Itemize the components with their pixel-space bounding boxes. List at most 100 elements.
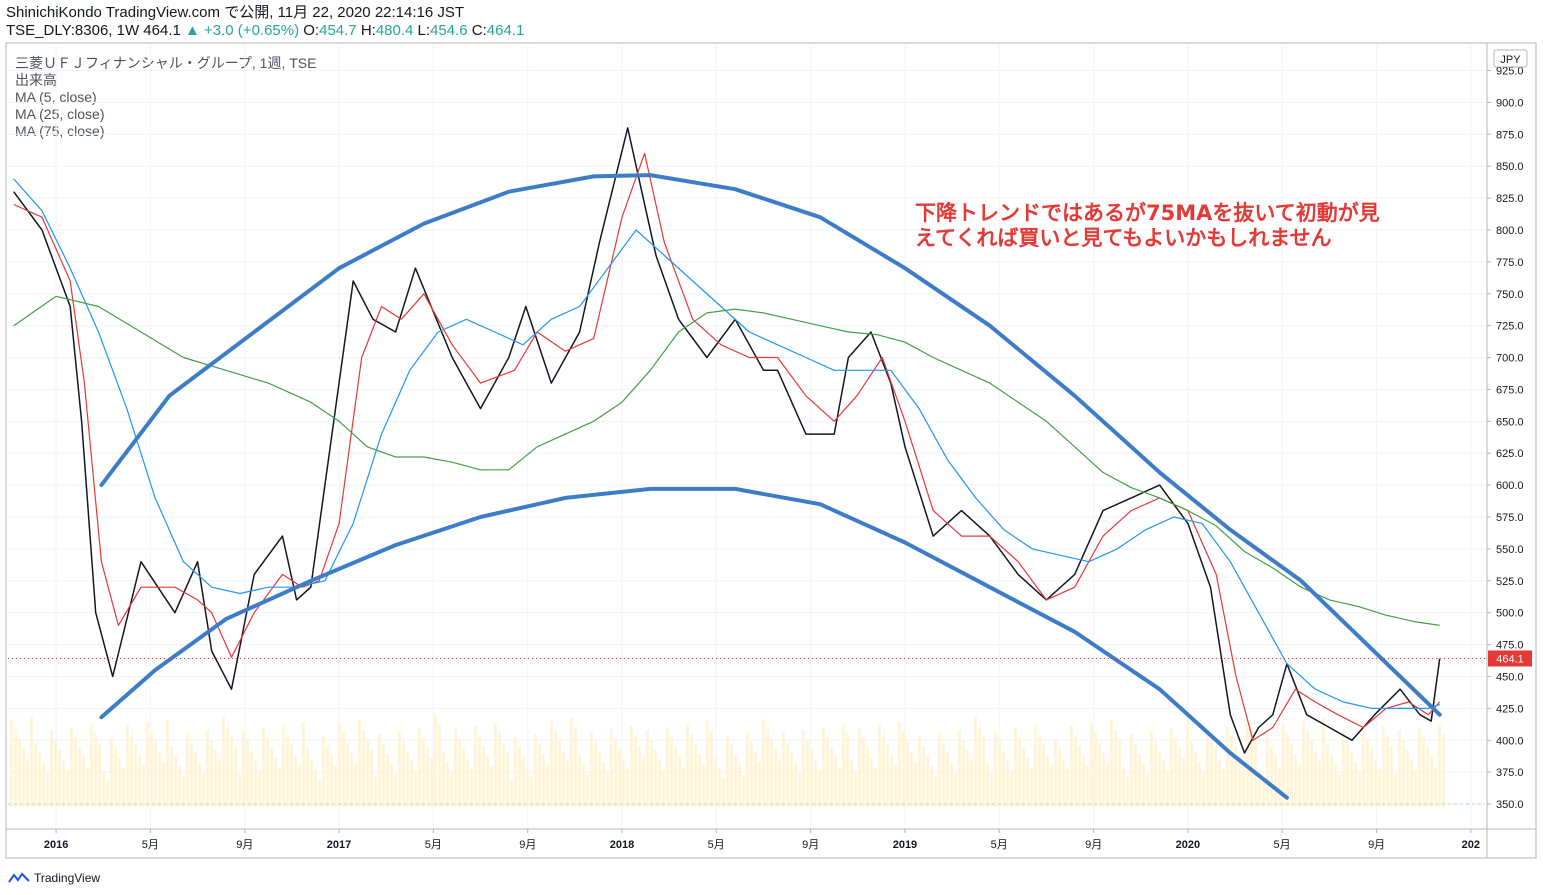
- volume-bar: [950, 763, 953, 807]
- volume-bar: [450, 772, 453, 807]
- volume-bar: [1422, 737, 1425, 807]
- open-value: 454.7: [319, 22, 357, 39]
- volume-bar: [922, 746, 925, 807]
- y-tick-label: 625.0: [1496, 448, 1524, 460]
- volume-bar: [138, 755, 141, 807]
- y-tick-label: 650.0: [1496, 416, 1524, 428]
- volume-bar: [90, 724, 93, 807]
- ohlc-line: TSE_DLY:8306, 1W 464.1 ▲ +3.0 (+0.65%) O…: [6, 22, 524, 39]
- y-tick-label: 875.0: [1496, 129, 1524, 141]
- volume-bar: [186, 733, 189, 807]
- volume-bar: [1178, 748, 1181, 807]
- volume-bar: [1166, 771, 1169, 807]
- annotation-line-2: えてくれば買いと見てもよいかもしれません: [915, 226, 1332, 250]
- volume-bar: [30, 716, 33, 807]
- volume-bar: [686, 724, 689, 807]
- volume-bar: [1226, 726, 1229, 807]
- x-tick-label: 5月: [1274, 839, 1291, 851]
- volume-bar: [166, 719, 169, 807]
- y-tick-label: 925.0: [1496, 66, 1524, 78]
- x-tick-label: 5月: [991, 839, 1008, 851]
- volume-bar: [1206, 729, 1209, 807]
- volume-bar: [810, 750, 813, 807]
- legend-volume[interactable]: 出来高: [15, 72, 57, 88]
- volume-bar: [1186, 715, 1189, 807]
- volume-bar: [38, 753, 41, 807]
- legend-ma75[interactable]: MA (75, close): [15, 123, 105, 139]
- y-tick-label: 700.0: [1496, 353, 1524, 365]
- footer-brand[interactable]: TradingView: [8, 871, 100, 885]
- volume-bar: [70, 727, 73, 807]
- volume-bar: [118, 758, 121, 807]
- volume-bar: [178, 766, 181, 807]
- volume-bar: [986, 764, 989, 807]
- volume-bar: [1290, 744, 1293, 807]
- volume-bar: [486, 756, 489, 807]
- volume-bar: [590, 732, 593, 807]
- volume-bar: [742, 775, 745, 807]
- volume-bar: [382, 744, 385, 807]
- volume-bar: [1030, 768, 1033, 807]
- x-tick-label: 9月: [1085, 839, 1102, 851]
- volume-bar: [698, 754, 701, 807]
- volume-bar: [1106, 763, 1109, 807]
- volume-bar: [1322, 718, 1325, 807]
- volume-bar: [1014, 728, 1017, 807]
- volume-bar: [578, 755, 581, 807]
- volume-bar: [386, 754, 389, 807]
- volume-bar: [642, 756, 645, 807]
- volume-bar: [1350, 752, 1353, 807]
- currency-badge[interactable]: JPY: [1493, 49, 1528, 68]
- volume-bar: [170, 746, 173, 807]
- volume-bar: [158, 752, 161, 807]
- volume-bar: [514, 737, 517, 807]
- volume-bar: [1246, 723, 1249, 807]
- volume-bar: [1078, 746, 1081, 807]
- y-tick-label: 900.0: [1496, 97, 1524, 109]
- volume-bar: [1002, 751, 1005, 807]
- volume-bar: [358, 720, 361, 807]
- volume-bar: [990, 774, 993, 807]
- volume-bar: [378, 734, 381, 807]
- legend-ma25[interactable]: MA (25, close): [15, 106, 105, 122]
- legend-title[interactable]: 三菱ＵＦＪフィナンシャル・グループ, 1週, TSE: [15, 55, 317, 71]
- volume-bar: [306, 749, 309, 807]
- volume-bar: [1418, 727, 1421, 807]
- volume-bar: [238, 774, 241, 807]
- volume-bar: [298, 765, 301, 807]
- volume-bar: [770, 739, 773, 807]
- volume-bar: [566, 761, 569, 807]
- x-tick-label: 202: [1462, 839, 1480, 851]
- volume-bar: [202, 773, 205, 807]
- volume-bar: [26, 759, 29, 807]
- volume-bar: [50, 730, 53, 807]
- volume-bar: [210, 740, 213, 807]
- y-tick-label: 450.0: [1496, 671, 1524, 683]
- volume-bar: [1114, 730, 1117, 807]
- volume-bar: [10, 719, 13, 807]
- upper-arc-trendline[interactable]: [99, 173, 1442, 717]
- volume-bar: [506, 753, 509, 807]
- volume-bar: [614, 739, 617, 807]
- volume-bar: [1402, 740, 1405, 807]
- volume-bar: [554, 731, 557, 807]
- volume-bar: [354, 763, 357, 807]
- volume-bar: [1274, 757, 1277, 807]
- volume-bar: [794, 763, 797, 807]
- volume-bar: [926, 756, 929, 807]
- volume-bar: [58, 750, 61, 807]
- volume-bar: [318, 779, 321, 807]
- volume-bar: [1130, 734, 1133, 807]
- volume-bar: [102, 771, 105, 807]
- volume-bar: [322, 736, 325, 807]
- y-tick-label: 750.0: [1496, 289, 1524, 301]
- volume-bar: [162, 762, 165, 807]
- low-value: 454.6: [430, 22, 468, 39]
- lower-arc-trendline[interactable]: [99, 486, 1289, 800]
- volume-bar: [654, 750, 657, 807]
- volume-bar: [790, 753, 793, 807]
- close-label: C:: [471, 22, 487, 39]
- volume-bar: [1098, 743, 1101, 807]
- legend-ma5[interactable]: MA (5, close): [15, 89, 97, 105]
